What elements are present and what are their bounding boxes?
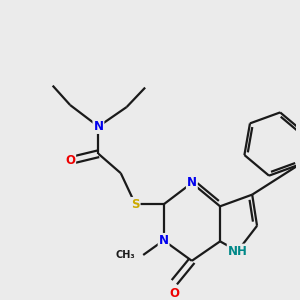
Text: O: O: [169, 287, 179, 300]
Text: N: N: [187, 176, 197, 190]
Text: CH₃: CH₃: [116, 250, 135, 260]
Text: NH: NH: [228, 244, 247, 258]
Text: N: N: [93, 120, 103, 133]
Text: O: O: [65, 154, 75, 167]
Text: N: N: [159, 234, 169, 247]
Text: S: S: [131, 198, 140, 211]
